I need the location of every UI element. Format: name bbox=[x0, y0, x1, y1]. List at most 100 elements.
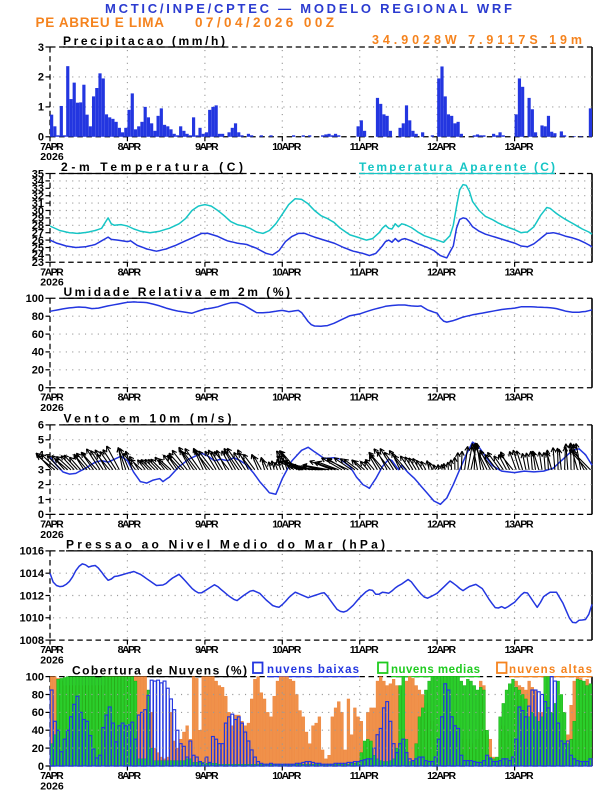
svg-text:2: 2 bbox=[38, 479, 44, 491]
svg-text:60: 60 bbox=[32, 329, 44, 341]
svg-text:28: 28 bbox=[32, 220, 44, 232]
svg-text:0: 0 bbox=[38, 383, 44, 395]
svg-text:40: 40 bbox=[32, 725, 44, 737]
svg-text:Precipitacao (mm/h): Precipitacao (mm/h) bbox=[63, 34, 225, 48]
svg-text:8APR: 8APR bbox=[118, 141, 142, 153]
svg-text:80: 80 bbox=[32, 689, 44, 701]
svg-text:13APR: 13APR bbox=[505, 141, 534, 153]
svg-text:40: 40 bbox=[32, 347, 44, 359]
svg-text:11APR: 11APR bbox=[350, 392, 379, 404]
svg-text:9APR: 9APR bbox=[195, 392, 219, 404]
svg-text:1: 1 bbox=[38, 102, 44, 114]
svg-text:7APR: 7APR bbox=[40, 266, 64, 278]
svg-text:13APR: 13APR bbox=[505, 266, 534, 278]
svg-text:12APR: 12APR bbox=[427, 141, 456, 153]
svg-text:31: 31 bbox=[32, 198, 44, 210]
svg-text:Pressao ao Nivel Medio do Mar: Pressao ao Nivel Medio do Mar (hPa) bbox=[66, 538, 385, 552]
svg-text:20: 20 bbox=[32, 743, 44, 755]
svg-text:12APR: 12APR bbox=[427, 770, 456, 782]
svg-text:60: 60 bbox=[32, 707, 44, 719]
svg-text:nuvens altas: nuvens altas bbox=[509, 664, 592, 676]
svg-text:9APR: 9APR bbox=[195, 141, 219, 153]
svg-text:34: 34 bbox=[32, 176, 45, 188]
svg-text:7APR: 7APR bbox=[40, 770, 64, 782]
svg-text:2026: 2026 bbox=[40, 655, 64, 667]
svg-text:26: 26 bbox=[32, 235, 44, 247]
svg-text:8APR: 8APR bbox=[118, 644, 142, 656]
svg-text:13APR: 13APR bbox=[505, 518, 534, 530]
svg-text:2-m Temperatura (C): 2-m Temperatura (C) bbox=[61, 160, 243, 174]
svg-text:9APR: 9APR bbox=[195, 770, 219, 782]
svg-text:13APR: 13APR bbox=[505, 770, 534, 782]
svg-text:30: 30 bbox=[32, 205, 44, 217]
svg-text:3: 3 bbox=[38, 464, 44, 476]
svg-text:8APR: 8APR bbox=[118, 266, 142, 278]
svg-text:11APR: 11APR bbox=[350, 141, 379, 153]
svg-text:nuvens baixas: nuvens baixas bbox=[267, 664, 359, 676]
svg-text:12APR: 12APR bbox=[427, 392, 456, 404]
svg-text:11APR: 11APR bbox=[350, 518, 379, 530]
svg-text:0: 0 bbox=[38, 132, 44, 144]
svg-text:2026: 2026 bbox=[40, 277, 64, 289]
svg-text:1014: 1014 bbox=[20, 568, 45, 580]
svg-text:80: 80 bbox=[32, 311, 44, 323]
svg-text:7APR: 7APR bbox=[40, 392, 64, 404]
svg-text:29: 29 bbox=[32, 213, 44, 225]
svg-text:20: 20 bbox=[32, 365, 44, 377]
svg-text:8APR: 8APR bbox=[118, 392, 142, 404]
svg-text:10APR: 10APR bbox=[272, 770, 301, 782]
svg-text:2026: 2026 bbox=[40, 151, 64, 163]
svg-text:11APR: 11APR bbox=[350, 266, 379, 278]
svg-text:10APR: 10APR bbox=[272, 644, 301, 656]
svg-text:9APR: 9APR bbox=[195, 644, 219, 656]
svg-text:7APR: 7APR bbox=[40, 644, 64, 656]
svg-text:100: 100 bbox=[26, 293, 44, 305]
svg-text:Umidade Relativa em 2m (%): Umidade Relativa em 2m (%) bbox=[64, 285, 291, 299]
svg-text:32: 32 bbox=[32, 191, 44, 203]
svg-text:33: 33 bbox=[32, 183, 44, 195]
svg-text:11APR: 11APR bbox=[350, 644, 379, 656]
svg-text:12APR: 12APR bbox=[427, 644, 456, 656]
svg-text:100: 100 bbox=[26, 671, 44, 683]
svg-text:Cobertura de Nuvens (%): Cobertura de Nuvens (%) bbox=[72, 663, 247, 677]
svg-text:12APR: 12APR bbox=[427, 266, 456, 278]
svg-text:13APR: 13APR bbox=[505, 644, 534, 656]
svg-text:10APR: 10APR bbox=[272, 392, 301, 404]
svg-text:8APR: 8APR bbox=[118, 518, 142, 530]
svg-text:MCTIC/INPE/CPTEC — MODELO REGI: MCTIC/INPE/CPTEC — MODELO REGIONAL WRF bbox=[105, 1, 512, 16]
svg-text:27: 27 bbox=[32, 228, 44, 240]
svg-text:2026: 2026 bbox=[40, 780, 64, 792]
svg-text:25: 25 bbox=[32, 242, 44, 254]
svg-text:0: 0 bbox=[38, 509, 44, 521]
svg-text:1008: 1008 bbox=[20, 635, 44, 647]
svg-text:1012: 1012 bbox=[20, 590, 44, 602]
svg-text:3: 3 bbox=[38, 42, 44, 54]
svg-text:10APR: 10APR bbox=[272, 266, 301, 278]
svg-text:24: 24 bbox=[32, 250, 45, 262]
svg-text:10APR: 10APR bbox=[272, 518, 301, 530]
svg-text:35: 35 bbox=[32, 168, 44, 180]
svg-text:1010: 1010 bbox=[20, 613, 44, 625]
svg-text:23: 23 bbox=[32, 257, 44, 269]
svg-text:5: 5 bbox=[38, 435, 44, 447]
svg-text:9APR: 9APR bbox=[195, 518, 219, 530]
svg-text:12APR: 12APR bbox=[427, 518, 456, 530]
svg-text:nuvens medias: nuvens medias bbox=[391, 664, 480, 676]
svg-text:11APR: 11APR bbox=[350, 770, 379, 782]
svg-text:1016: 1016 bbox=[20, 546, 44, 558]
svg-text:07/04/2026 00Z: 07/04/2026 00Z bbox=[195, 15, 334, 30]
svg-text:7APR: 7APR bbox=[40, 141, 64, 153]
svg-text:PE ABREU E LIMA: PE ABREU E LIMA bbox=[36, 15, 165, 30]
svg-text:13APR: 13APR bbox=[505, 392, 534, 404]
svg-text:1: 1 bbox=[38, 494, 44, 506]
svg-text:10APR: 10APR bbox=[272, 141, 301, 153]
svg-text:9APR: 9APR bbox=[195, 266, 219, 278]
svg-text:2026: 2026 bbox=[40, 529, 64, 541]
svg-text:Temperatura Aparente (C): Temperatura Aparente (C) bbox=[359, 160, 555, 174]
svg-text:2: 2 bbox=[38, 72, 44, 84]
svg-text:6: 6 bbox=[38, 420, 44, 432]
svg-text:8APR: 8APR bbox=[118, 770, 142, 782]
svg-text:2026: 2026 bbox=[40, 402, 64, 414]
svg-text:7APR: 7APR bbox=[40, 518, 64, 530]
svg-text:0: 0 bbox=[38, 761, 44, 773]
